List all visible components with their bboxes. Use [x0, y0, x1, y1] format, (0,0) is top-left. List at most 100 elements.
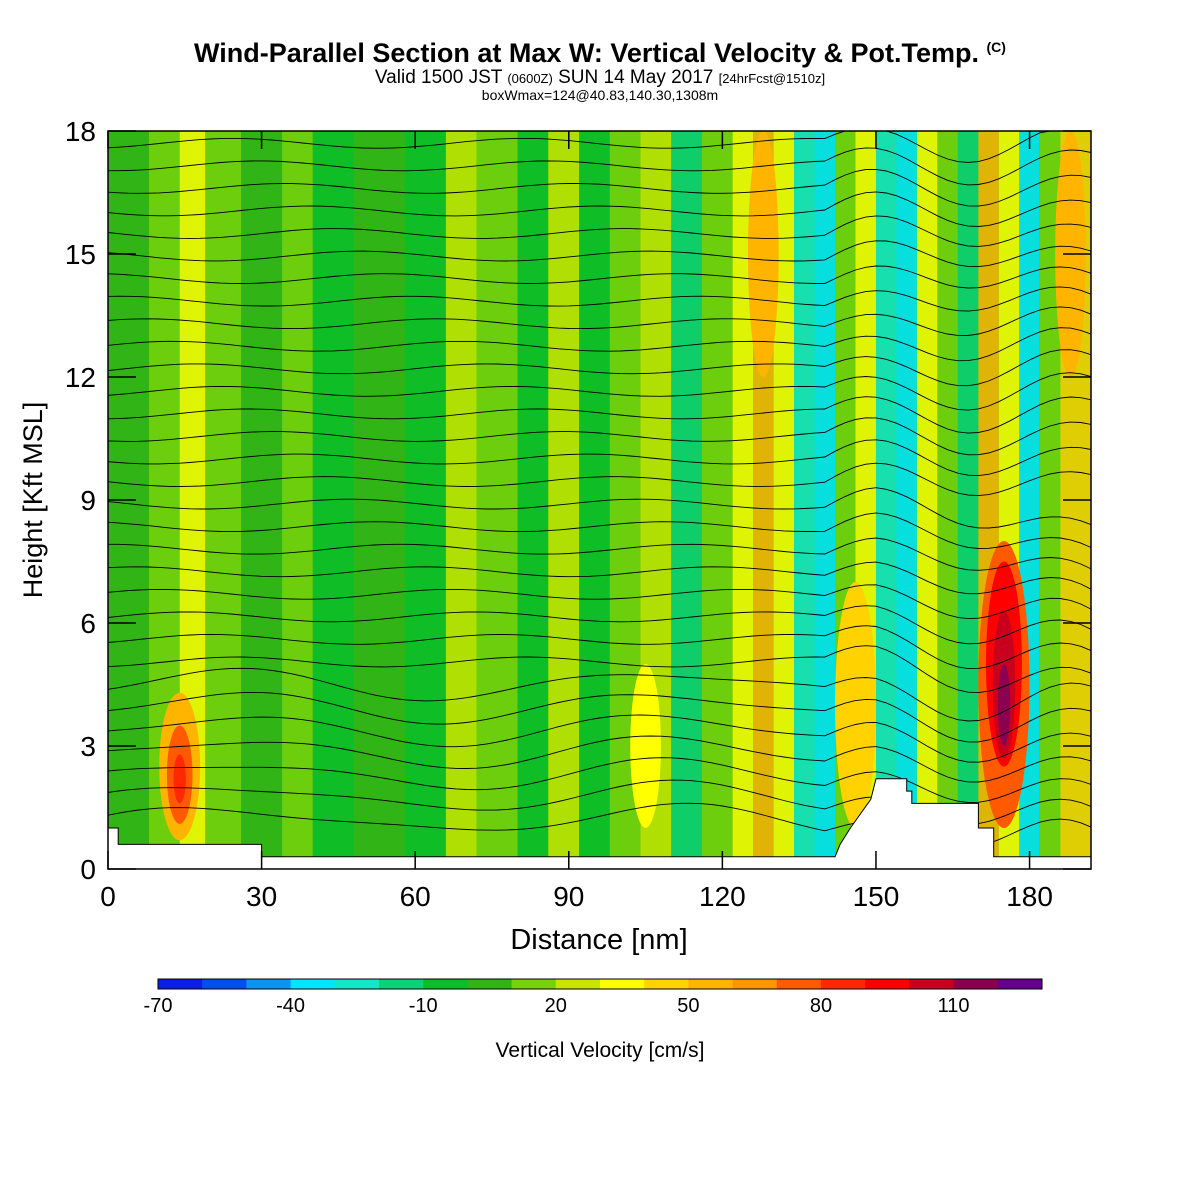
colorbar-swatch: [246, 979, 292, 989]
velocity-column: [205, 131, 242, 869]
velocity-column: [476, 131, 518, 869]
y-tick-label: 9: [80, 485, 96, 516]
velocity-cell: [997, 664, 1011, 746]
colorbar-swatch: [865, 979, 910, 989]
boxwmax-label: boxWmax=124@40.83,140.30,1308m: [481, 87, 719, 103]
velocity-column: [548, 131, 580, 869]
theta-contour: [107, 757, 1092, 803]
theta-contour: [107, 306, 1092, 336]
colorbar-swatch: [600, 979, 645, 989]
y-tick-label: 6: [80, 608, 96, 639]
theta-contour: [107, 561, 1092, 595]
colorbar-swatch: [555, 979, 601, 989]
theta-contour: [107, 625, 1092, 670]
chart-subtitle: Valid 1500 JST (0600Z) SUN 14 May 2017 […: [374, 67, 826, 88]
colorbar-tick-label: -10: [409, 995, 438, 1017]
theta-contour: [107, 605, 1092, 645]
x-tick-label: 60: [400, 881, 431, 912]
colorbar-tick-label: 20: [545, 995, 567, 1017]
vertical-velocity-field: [108, 131, 1091, 869]
velocity-column: [671, 131, 702, 869]
velocity-column: [773, 131, 795, 869]
x-tick-label: 150: [853, 881, 900, 912]
terrain-mask: [107, 778, 1092, 870]
theta-contour: [107, 487, 1092, 529]
velocity-cell: [630, 664, 661, 828]
velocity-column: [896, 131, 917, 869]
theta-contour: [107, 512, 1092, 549]
colorbar-tick-label: -40: [276, 995, 305, 1017]
y-axis-label: Height [Kft MSL]: [18, 402, 48, 599]
theta-contour: [107, 735, 1092, 783]
colorbar-label: Vertical Velocity [cm/s]: [496, 1039, 705, 1062]
colorbar-swatch: [379, 979, 424, 989]
terrain-profile: [107, 778, 1092, 870]
theta-contour: [107, 215, 1092, 247]
y-tick-label: 3: [80, 731, 96, 762]
x-tick-label: 90: [553, 881, 584, 912]
colorbar-swatch: [511, 979, 557, 989]
velocity-column: [282, 131, 313, 869]
y-axis: 0 3 6 9 12 15 18: [65, 116, 1091, 885]
theta-contour: [107, 396, 1092, 434]
theta-contour: [107, 240, 1092, 268]
colorbar-swatch: [467, 979, 513, 989]
theta-contour: [107, 462, 1092, 497]
colorbar-swatch: [334, 979, 380, 989]
velocity-column: [875, 131, 897, 869]
colorbar: -70 -40 -10 20 50 80 110: [144, 978, 1043, 1017]
velocity-cell: [173, 754, 186, 804]
velocity-column: [579, 131, 610, 869]
colorbar-frame: [157, 978, 1043, 990]
y-tick-label: 0: [80, 854, 96, 885]
colorbar-swatch: [997, 979, 1043, 989]
velocity-column: [957, 131, 979, 869]
colorbar-swatch: [290, 979, 336, 989]
theta-contour: [108, 537, 1092, 571]
copyright-mark: (C): [986, 39, 1006, 55]
y-tick-label: 15: [65, 239, 96, 270]
colorbar-swatch: [909, 979, 955, 989]
theta-contour: [107, 349, 1092, 387]
theta-contour: [107, 130, 1091, 163]
theta-contour: [107, 191, 1092, 227]
x-axis-label: Distance [nm]: [510, 924, 687, 956]
colorbar-swatch: [688, 979, 734, 989]
colorbar-swatch: [732, 979, 778, 989]
theta-contour: [107, 645, 1092, 694]
colorbar-swatch: [644, 979, 689, 989]
chart-title: Wind-Parallel Section at Max W: Vertical…: [194, 38, 1006, 68]
velocity-column: [1039, 131, 1061, 869]
theta-contour: [107, 286, 1092, 312]
colorbar-swatch: [423, 979, 468, 989]
velocity-column: [445, 131, 477, 869]
velocity-column: [937, 131, 958, 869]
colorbar-swatch: [821, 979, 866, 989]
theta-contour: [107, 667, 1092, 722]
velocity-column: [404, 131, 446, 869]
velocity-cell: [835, 582, 876, 828]
theta-contour: [107, 691, 1092, 743]
x-tick-label: 30: [246, 881, 277, 912]
velocity-column: [517, 131, 549, 869]
theta-contour: [107, 417, 1092, 456]
velocity-column: [732, 131, 754, 869]
colorbar-tick-label: -70: [144, 995, 173, 1017]
theta-contour: [108, 147, 1092, 186]
colorbar-swatch: [202, 979, 247, 989]
velocity-cell: [747, 131, 779, 377]
colorbar-swatch: [776, 979, 822, 989]
theta-contour: [107, 265, 1092, 289]
velocity-column: [701, 131, 733, 869]
title-block: Wind-Parallel Section at Max W: Vertical…: [0, 38, 1200, 103]
theta-contour: [107, 714, 1092, 763]
x-tick-label: 180: [1006, 881, 1053, 912]
theta-contour: [107, 372, 1092, 411]
theta-contour: [107, 168, 1092, 207]
x-tick-label: 120: [699, 881, 746, 912]
y-tick-label: 18: [65, 116, 96, 147]
velocity-column: [241, 131, 283, 869]
x-axis: 0 30 60 90 120 150 180: [100, 131, 1053, 912]
colorbar-swatch: [953, 979, 999, 989]
